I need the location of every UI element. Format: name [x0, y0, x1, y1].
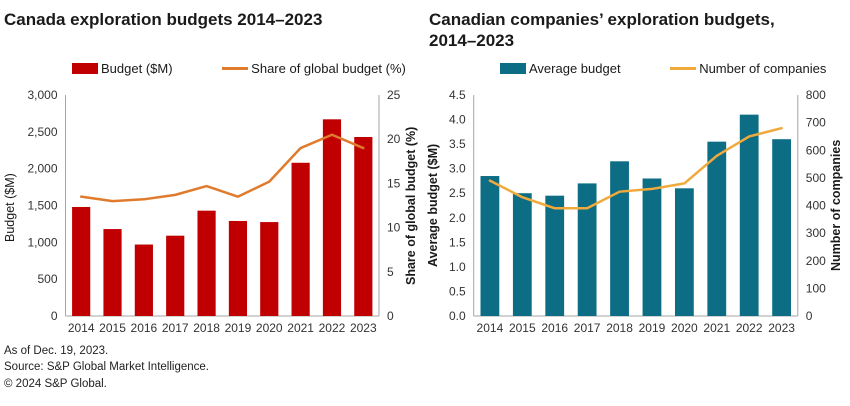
svg-text:25: 25	[387, 88, 401, 102]
svg-text:2.0: 2.0	[449, 211, 466, 225]
svg-text:1.5: 1.5	[449, 235, 466, 249]
svg-text:700: 700	[806, 116, 826, 130]
svg-text:2,000: 2,000	[27, 162, 57, 176]
svg-text:5: 5	[387, 265, 394, 279]
svg-text:0.5: 0.5	[449, 284, 466, 298]
svg-text:1.0: 1.0	[449, 260, 466, 274]
svg-text:2016: 2016	[541, 321, 568, 335]
svg-text:0.0: 0.0	[449, 309, 466, 323]
svg-text:400: 400	[806, 199, 826, 213]
svg-text:2,500: 2,500	[27, 125, 57, 139]
svg-text:2018: 2018	[193, 321, 220, 335]
svg-text:2021: 2021	[287, 321, 314, 335]
svg-text:2015: 2015	[99, 321, 126, 335]
svg-text:0: 0	[806, 309, 813, 323]
svg-text:100: 100	[806, 281, 826, 295]
svg-text:2022: 2022	[736, 321, 763, 335]
svg-text:15: 15	[387, 176, 401, 190]
svg-text:2023: 2023	[768, 321, 795, 335]
svg-text:500: 500	[806, 171, 826, 185]
svg-text:200: 200	[806, 254, 826, 268]
svg-text:3.0: 3.0	[449, 162, 466, 176]
svg-text:0: 0	[387, 309, 394, 323]
svg-text:4.0: 4.0	[449, 113, 466, 127]
svg-text:4.5: 4.5	[449, 88, 466, 102]
svg-text:300: 300	[806, 226, 826, 240]
svg-text:20: 20	[387, 132, 401, 146]
svg-text:2018: 2018	[606, 321, 633, 335]
svg-text:2021: 2021	[703, 321, 730, 335]
svg-text:2022: 2022	[319, 321, 346, 335]
svg-text:2019: 2019	[225, 321, 252, 335]
svg-text:2.5: 2.5	[449, 186, 466, 200]
svg-text:10: 10	[387, 221, 401, 235]
svg-text:1,000: 1,000	[27, 235, 57, 249]
svg-text:2016: 2016	[131, 321, 158, 335]
svg-text:2015: 2015	[509, 321, 536, 335]
svg-text:500: 500	[37, 272, 57, 286]
svg-text:800: 800	[806, 88, 826, 102]
svg-text:2014: 2014	[68, 321, 95, 335]
svg-text:2019: 2019	[639, 321, 666, 335]
svg-text:2017: 2017	[574, 321, 601, 335]
svg-text:3,000: 3,000	[27, 88, 57, 102]
svg-text:2020: 2020	[671, 321, 698, 335]
svg-text:2020: 2020	[256, 321, 283, 335]
svg-text:600: 600	[806, 143, 826, 157]
svg-text:3.5: 3.5	[449, 137, 466, 151]
svg-text:1,500: 1,500	[27, 199, 57, 213]
svg-text:2014: 2014	[477, 321, 504, 335]
svg-text:2023: 2023	[350, 321, 377, 335]
svg-text:2017: 2017	[162, 321, 189, 335]
svg-text:0: 0	[51, 309, 58, 323]
